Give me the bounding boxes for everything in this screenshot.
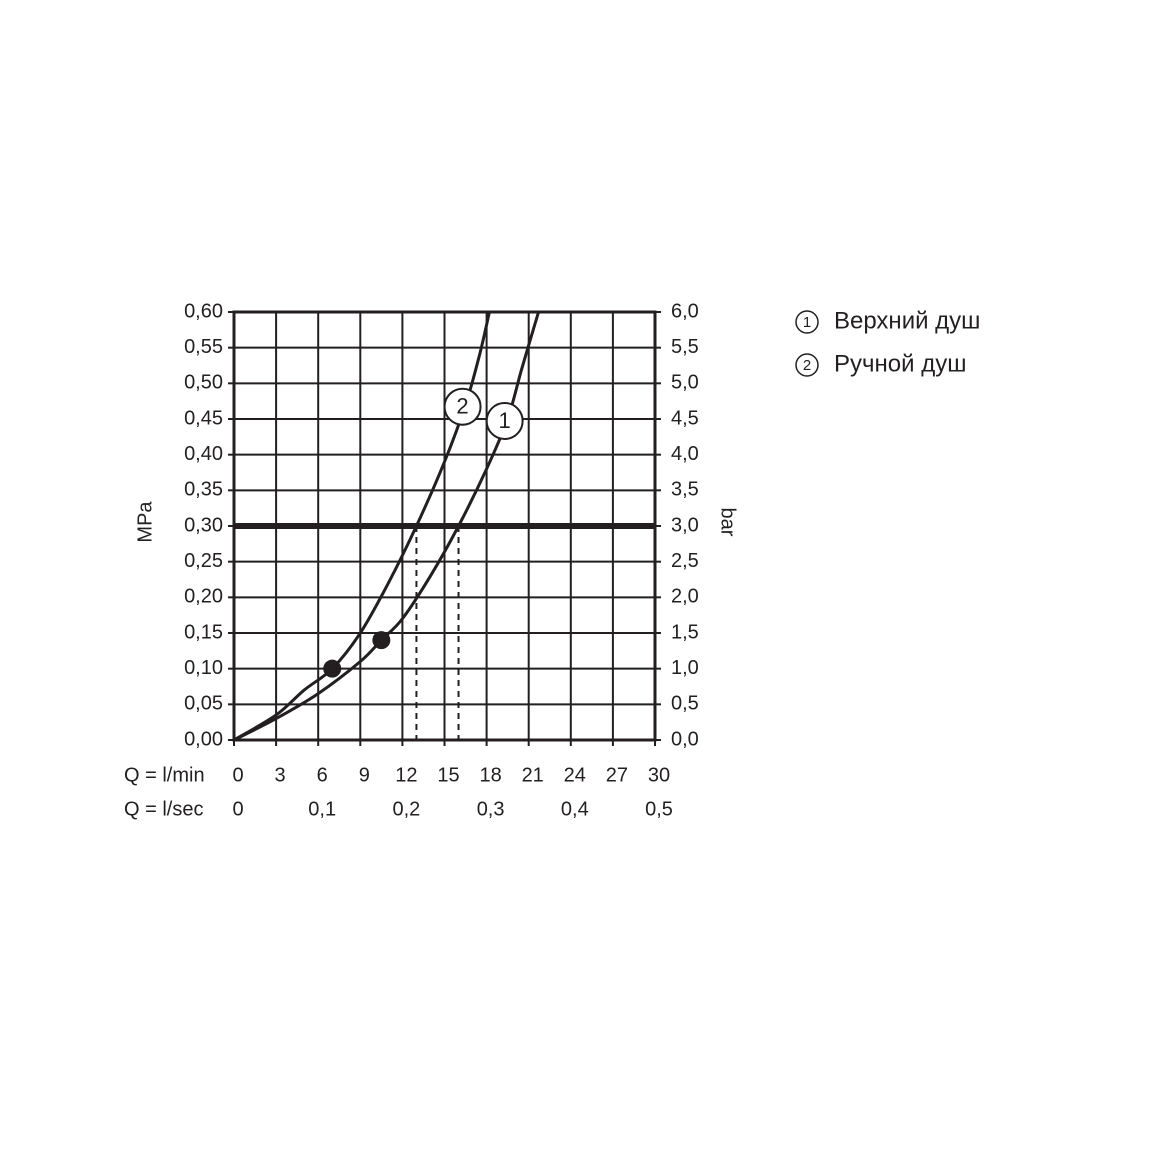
y2-tick-label: 0,0	[671, 728, 699, 750]
x2-tick-label: 0,4	[561, 798, 589, 820]
x-tick-label: 12	[395, 764, 417, 786]
y2-tick-label: 0,5	[671, 693, 699, 715]
curve-label-circle	[443, 387, 482, 426]
legend-number: 2	[803, 357, 811, 374]
y2-axis-label: bar	[717, 508, 739, 537]
y2-tick-label: 4,0	[671, 443, 699, 465]
y2-tick-label: 3,5	[671, 479, 699, 501]
marker	[372, 631, 391, 650]
legend-label: Верхний душ	[834, 307, 980, 334]
y-tick-label: 0,05	[184, 693, 223, 715]
y2-tick-label: 1,5	[671, 621, 699, 643]
y-tick-label: 0,35	[184, 479, 223, 501]
y-tick-label: 0,00	[184, 728, 223, 750]
x-tick-label: 21	[522, 764, 544, 786]
y2-tick-label: 5,5	[671, 336, 699, 358]
y-tick-label: 0,55	[184, 336, 223, 358]
x-tick-label: 24	[564, 764, 586, 786]
y-tick-label: 0,45	[184, 407, 223, 429]
x-tick-label: 27	[606, 764, 628, 786]
y-tick-label: 0,40	[184, 443, 223, 465]
curve-label-circle	[485, 402, 524, 440]
x-tick-label: 3	[275, 764, 286, 786]
y2-tick-label: 5,0	[671, 372, 699, 394]
y2-tick-label: 3,0	[671, 514, 699, 536]
y2-tick-label: 1,0	[671, 657, 699, 679]
x2-axis-label: Q = l/sec	[124, 798, 203, 820]
y-axis-label: MPa	[134, 501, 156, 543]
marker	[323, 659, 342, 678]
x2-tick-label: 0,5	[645, 798, 673, 820]
legend-number: 1	[803, 314, 811, 331]
y-tick-label: 0,15	[184, 621, 223, 643]
y2-tick-label: 4,5	[671, 407, 699, 429]
y2-tick-label: 6,0	[671, 300, 699, 322]
y-tick-label: 0,20	[184, 586, 223, 608]
x-axis-label: Q = l/min	[124, 764, 205, 786]
x-tick-label: 15	[437, 764, 459, 786]
legend-marker	[795, 310, 819, 334]
x2-tick-label: 0,1	[308, 798, 336, 820]
y-tick-label: 0,30	[184, 514, 223, 536]
y-tick-label: 0,60	[184, 300, 223, 322]
x2-tick-label: 0,3	[477, 798, 505, 820]
legend-marker	[795, 353, 819, 377]
x-tick-label: 0	[232, 764, 243, 786]
x2-tick-label: 0,2	[392, 798, 420, 820]
curve-label: 1	[499, 408, 511, 433]
y2-tick-label: 2,0	[671, 586, 699, 608]
y-tick-label: 0,25	[184, 550, 223, 572]
y-tick-label: 0,10	[184, 657, 223, 679]
x-tick-label: 18	[479, 764, 501, 786]
x-tick-label: 9	[359, 764, 370, 786]
x2-tick-label: 0	[232, 798, 243, 820]
x-tick-label: 6	[317, 764, 328, 786]
x-tick-label: 30	[648, 764, 670, 786]
y-tick-label: 0,50	[184, 372, 223, 394]
curve-label: 2	[456, 394, 468, 419]
legend-label: Ручной душ	[834, 350, 966, 377]
y2-tick-label: 2,5	[671, 550, 699, 572]
